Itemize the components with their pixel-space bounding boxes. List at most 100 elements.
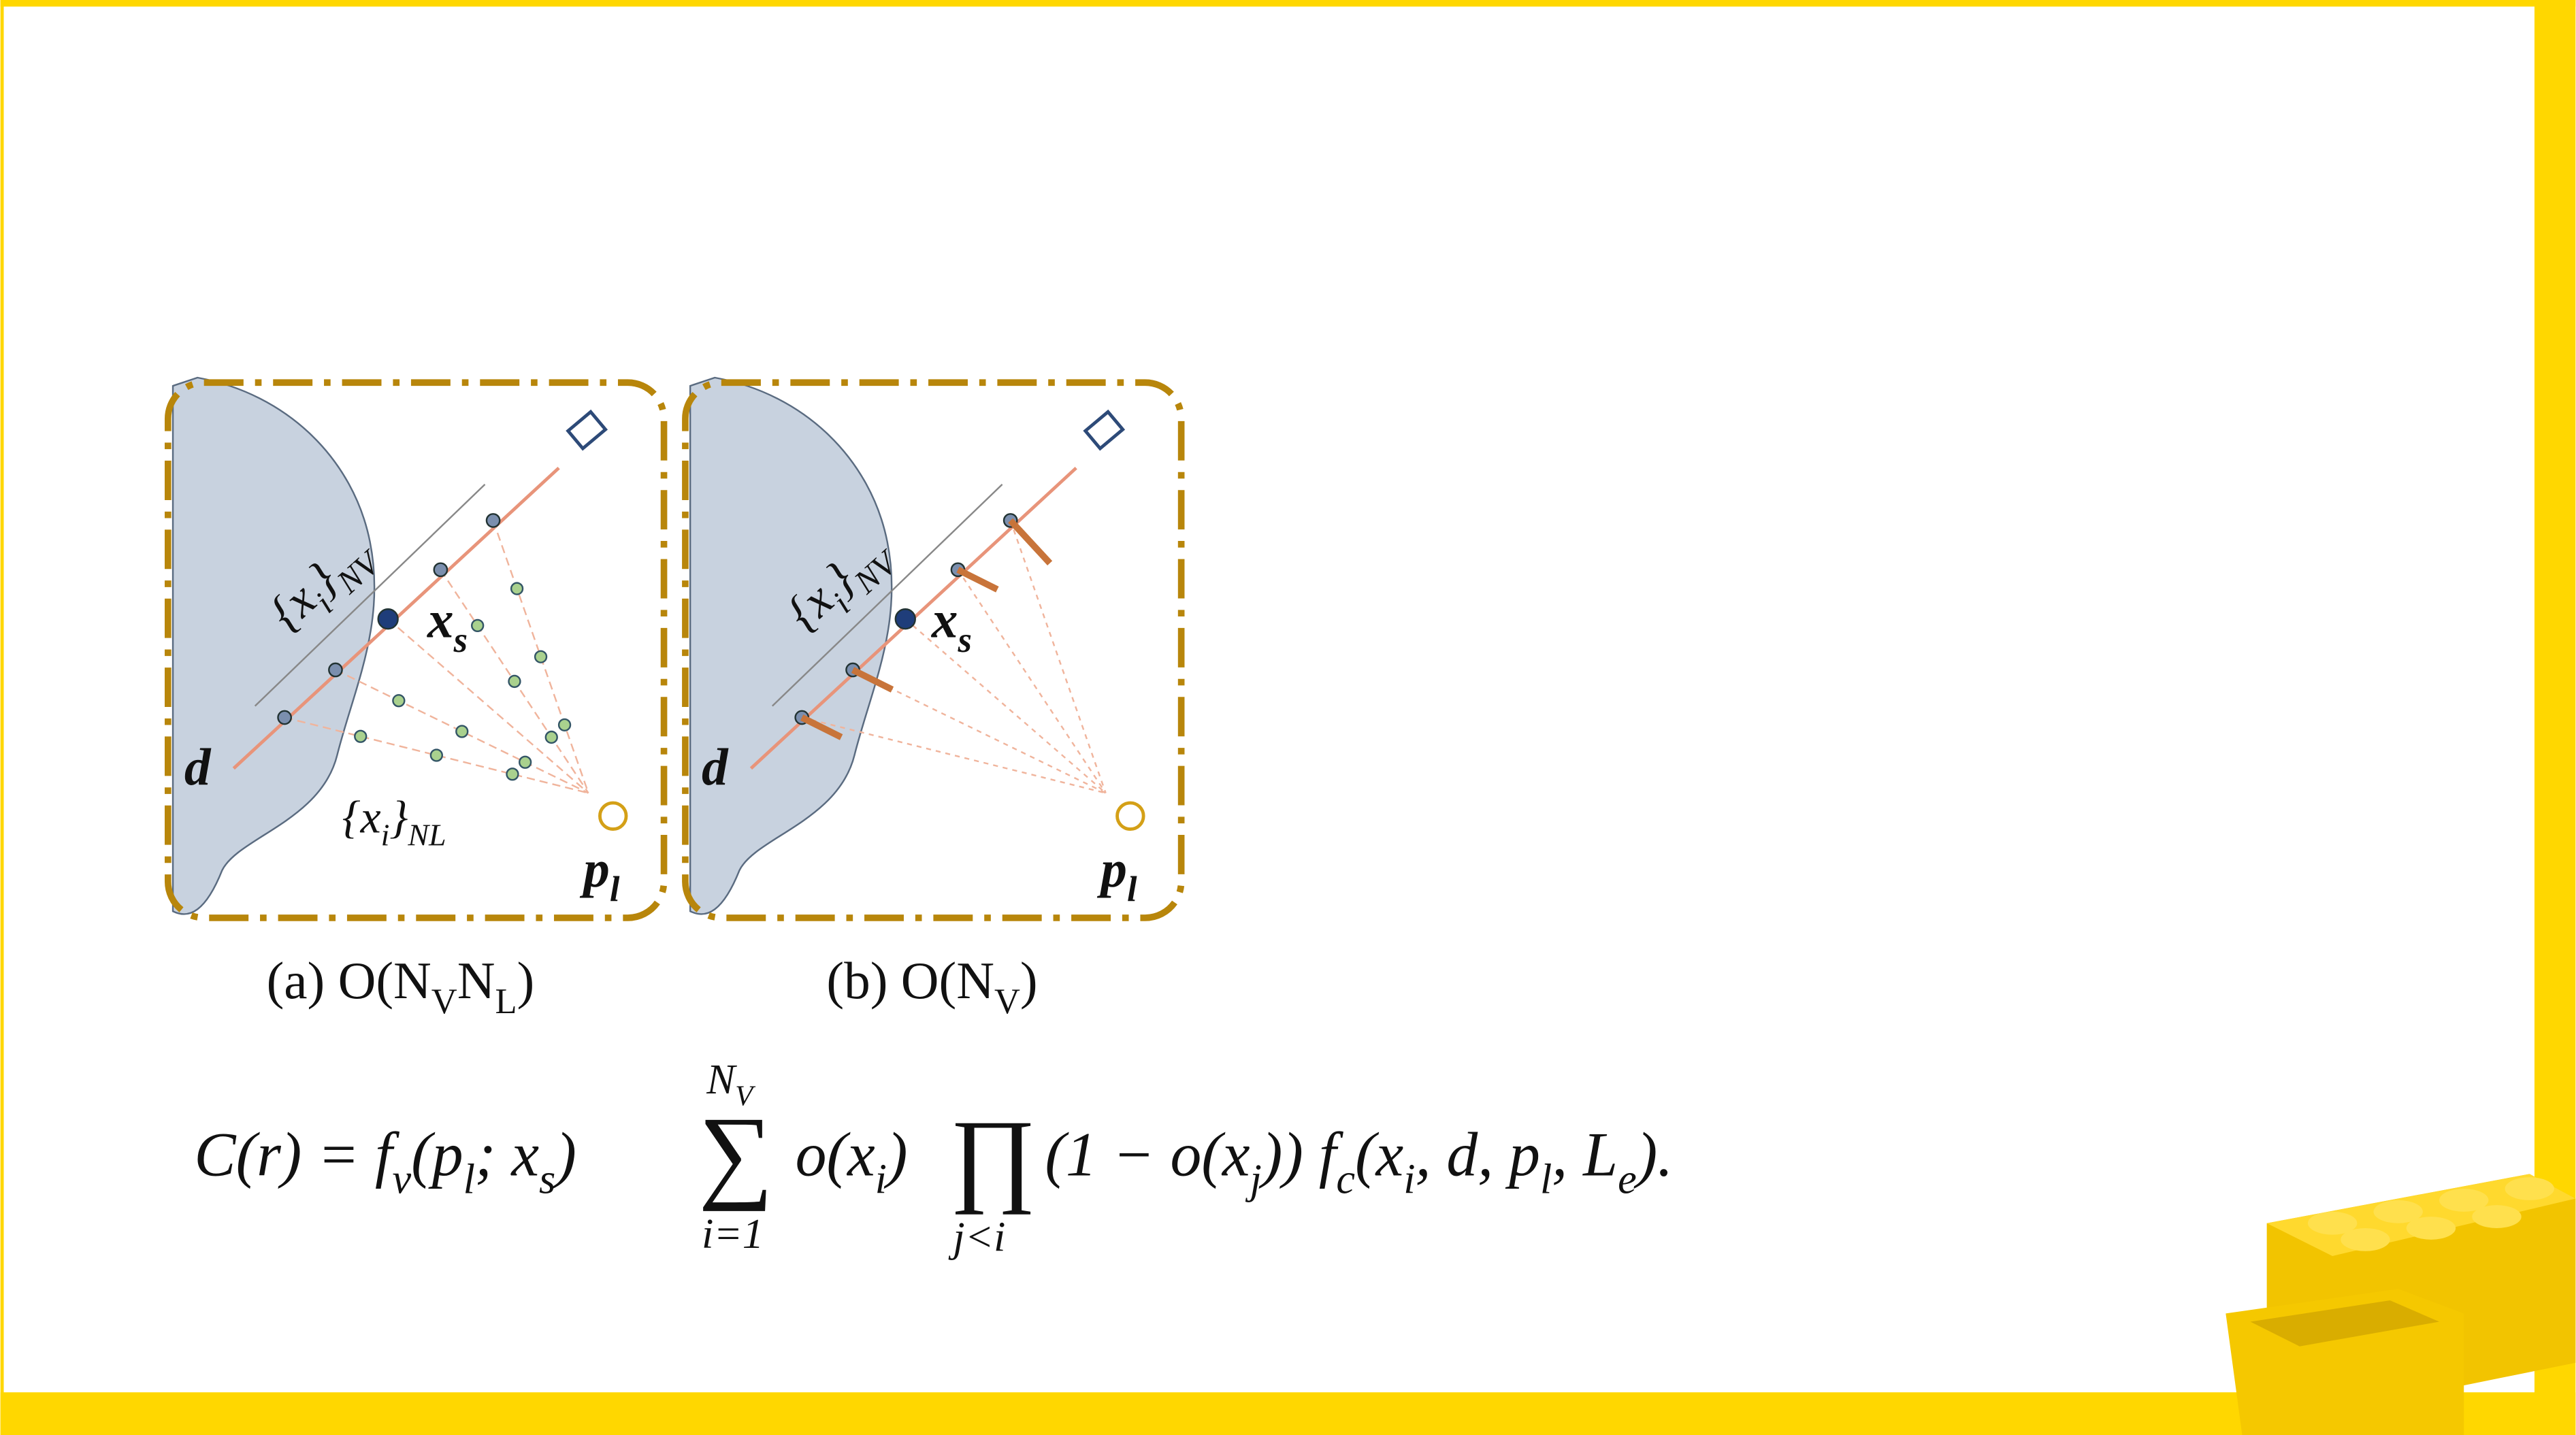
subscript: s xyxy=(453,621,468,660)
light-ray xyxy=(1009,520,1107,793)
subscript: i xyxy=(1403,1155,1415,1202)
surface-point xyxy=(377,608,399,630)
caption: (a) O(NVNL) xyxy=(267,951,535,1021)
camera-icon xyxy=(566,409,608,451)
subscript: V xyxy=(735,1081,756,1112)
light-sample xyxy=(392,694,406,708)
subscript: s xyxy=(957,621,971,660)
light-ray xyxy=(904,618,1107,794)
text-part: (p xyxy=(411,1120,463,1189)
light-sample xyxy=(354,729,368,743)
text-part: , d, p xyxy=(1416,1120,1540,1189)
light-ray xyxy=(801,716,1106,794)
light-sample xyxy=(455,725,469,738)
text-part: (1 − o(x xyxy=(1045,1120,1250,1189)
subscript: l xyxy=(1127,870,1137,910)
text-part: {x xyxy=(342,791,381,842)
ray-bracket xyxy=(771,483,1003,707)
equation: C(r) = fv(pl; xs) ∑NVi=1o(xi) ∏j<i(1 − o(x… xyxy=(194,1055,1673,1261)
direction-label: d xyxy=(702,738,729,796)
text-part: p xyxy=(579,840,610,898)
text-part: (a) O(N xyxy=(267,951,431,1010)
surface-label: xs xyxy=(427,590,468,660)
light-icon xyxy=(598,801,628,831)
camera-icon xyxy=(1083,409,1126,451)
light-set-label: {xi}NL xyxy=(342,791,446,852)
subscript: V xyxy=(431,982,457,1021)
subscript: L xyxy=(495,982,517,1021)
light-sample xyxy=(534,650,548,663)
subscript: i xyxy=(875,1155,887,1202)
direction-label: d xyxy=(184,738,212,796)
surface-point xyxy=(894,608,916,630)
equation-lhs: C(r) = fv(pl; xs) xyxy=(194,1120,576,1203)
text-part: ). xyxy=(1633,1120,1673,1189)
subscript: l xyxy=(610,870,620,910)
text-part: d xyxy=(184,738,212,796)
text-part: ) xyxy=(883,1120,908,1189)
subscript: V xyxy=(994,982,1020,1021)
subscript: NL xyxy=(407,817,446,852)
text-part: )) f xyxy=(1258,1120,1344,1189)
caption-text: (b) O(NV) xyxy=(826,951,1037,1021)
light-sample xyxy=(510,582,524,595)
border-top xyxy=(0,0,2576,7)
text-part: ) xyxy=(1020,951,1038,1010)
prod-lower: j<i xyxy=(948,1213,1005,1261)
equation-middle: o(xi) xyxy=(796,1120,908,1203)
sum-lower: i=1 xyxy=(702,1210,764,1257)
gradient-arrow xyxy=(956,567,999,593)
text-part: x xyxy=(427,590,454,648)
surface-shape xyxy=(689,376,893,915)
light-label: pl xyxy=(1096,840,1137,910)
caption-text: (a) O(NVNL) xyxy=(267,951,535,1021)
light-ray xyxy=(335,669,589,794)
text-part: ) xyxy=(517,951,535,1010)
light-sample xyxy=(508,674,521,689)
border-left xyxy=(0,0,4,1435)
subscript: e xyxy=(1618,1155,1637,1202)
light-label: pl xyxy=(579,840,620,910)
light-sample xyxy=(518,755,532,769)
text-part: (x xyxy=(1355,1120,1404,1189)
light-ray xyxy=(492,520,589,793)
sample-point xyxy=(433,562,449,578)
panel-frame xyxy=(682,379,1185,921)
text-part: N xyxy=(457,951,495,1010)
light-sample xyxy=(557,718,572,732)
text-part: C(r) = f xyxy=(194,1120,400,1189)
text-part: d xyxy=(702,738,729,796)
gradient-arrow xyxy=(1008,518,1053,565)
text-part: p xyxy=(1096,840,1127,898)
border-bottom xyxy=(0,1392,2576,1435)
text-part: N xyxy=(706,1055,737,1103)
surface-label: xs xyxy=(931,590,972,660)
text-part: j<i xyxy=(948,1213,1005,1261)
product-symbol: ∏ xyxy=(949,1099,1036,1215)
sum-symbol: ∑ xyxy=(698,1095,773,1212)
sample-point xyxy=(328,662,343,678)
subscript: l xyxy=(463,1155,475,1202)
light-icon xyxy=(1115,801,1145,831)
text-part: } xyxy=(389,791,408,842)
gradient-arrow xyxy=(851,667,894,693)
light-ray xyxy=(852,669,1107,794)
text-part: , L xyxy=(1552,1120,1618,1189)
sample-point xyxy=(277,710,292,725)
panel-frame xyxy=(164,379,668,921)
subscript: l xyxy=(1540,1155,1552,1202)
equation-rhs: (1 − o(xj)) fc(xi, d, pl, Le). xyxy=(1045,1120,1673,1203)
surface-shape xyxy=(172,376,376,915)
gradient-arrow xyxy=(800,714,843,740)
sample-point xyxy=(485,513,501,528)
text-part: o(x xyxy=(796,1120,875,1189)
subscript: c xyxy=(1336,1155,1355,1202)
text-part: (b) O(N xyxy=(826,951,994,1010)
subscript: s xyxy=(539,1155,555,1202)
light-sample xyxy=(544,730,558,744)
sum-upper: NV xyxy=(706,1055,756,1112)
